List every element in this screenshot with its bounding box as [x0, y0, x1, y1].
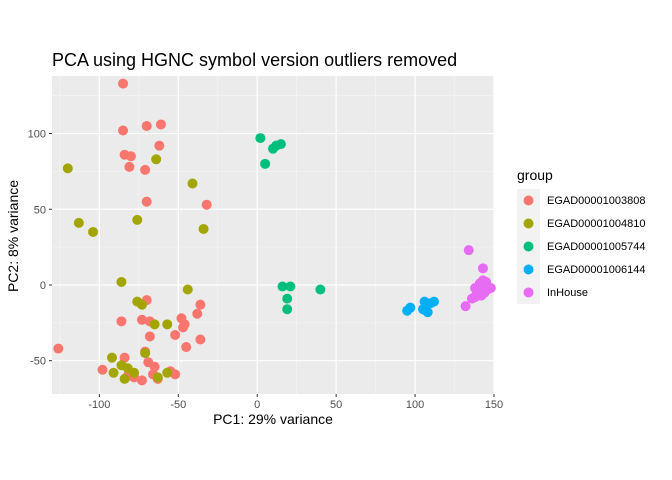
data-point-1 — [136, 375, 147, 386]
data-point-1 — [201, 199, 212, 210]
data-point-3 — [282, 293, 293, 304]
legend-title: group — [517, 167, 553, 183]
data-point-1 — [192, 308, 203, 319]
legend-key — [523, 264, 534, 275]
data-point-2 — [136, 299, 147, 310]
legend-label: EGAD00001003808 — [547, 195, 645, 207]
data-point-1 — [170, 369, 181, 380]
legend-label: EGAD00001006144 — [547, 264, 645, 276]
legend-items: EGAD00001003808 EGAD00001004810 EGAD000010… — [517, 189, 645, 304]
data-point-1 — [195, 334, 206, 345]
data-point-2 — [149, 319, 160, 330]
data-point-5 — [460, 301, 471, 312]
y-axis-title: PC2: 8% variance — [5, 180, 21, 292]
data-point-1 — [119, 352, 130, 363]
data-point-2 — [182, 284, 193, 295]
y-tick-label: -50 — [30, 356, 46, 368]
data-point-1 — [154, 140, 165, 151]
data-point-1 — [144, 331, 155, 342]
data-point-3 — [285, 281, 296, 292]
data-point-2 — [162, 319, 173, 330]
chart-title: PCA using HGNC symbol version outliers r… — [52, 50, 457, 70]
data-point-2 — [187, 178, 198, 189]
y-tick-label: 0 — [40, 280, 46, 292]
data-point-4 — [405, 302, 416, 313]
data-point-2 — [116, 276, 127, 287]
y-axis: -50 0 50 100 — [28, 129, 52, 368]
x-axis: -100 -50 0 50 100 150 — [88, 394, 503, 411]
x-axis-title: PC1: 29% variance — [213, 411, 333, 427]
data-point-5 — [463, 245, 474, 256]
x-tick-label: -50 — [170, 399, 186, 411]
data-point-3 — [282, 304, 293, 315]
data-point-3 — [315, 284, 326, 295]
data-point-2 — [108, 367, 119, 378]
data-point-2 — [198, 223, 209, 234]
x-tick-label: -100 — [88, 399, 110, 411]
x-tick-label: 50 — [330, 399, 342, 411]
data-point-1 — [97, 364, 108, 375]
data-point-2 — [140, 348, 151, 359]
data-point-1 — [124, 161, 135, 172]
data-point-1 — [149, 361, 160, 372]
data-point-1 — [178, 322, 189, 333]
data-point-4 — [429, 296, 440, 307]
data-point-1 — [118, 125, 129, 136]
data-point-1 — [116, 316, 127, 327]
data-point-1 — [125, 151, 136, 162]
major-gridlines — [52, 76, 495, 394]
data-point-1 — [118, 78, 129, 89]
legend: group EGAD00001003808EGAD00001004810EGAD… — [517, 167, 645, 304]
data-point-2 — [106, 352, 117, 363]
y-tick-label: 100 — [28, 129, 46, 141]
data-point-1 — [136, 314, 147, 325]
data-point-2 — [88, 226, 99, 237]
data-point-1 — [140, 164, 151, 175]
data-point-1 — [170, 329, 181, 340]
data-point-2 — [73, 217, 84, 228]
data-point-1 — [141, 196, 152, 207]
x-tick-label: 150 — [485, 399, 503, 411]
data-point-2 — [132, 214, 143, 225]
legend-label: InHouse — [547, 287, 588, 299]
data-point-3 — [275, 139, 286, 150]
x-tick-label: 0 — [254, 399, 260, 411]
plot-panel — [52, 76, 494, 394]
data-point-2 — [62, 163, 73, 174]
data-point-1 — [195, 299, 206, 310]
data-points — [53, 78, 496, 386]
data-point-3 — [255, 133, 266, 144]
data-point-3 — [277, 281, 288, 292]
data-point-1 — [181, 342, 192, 353]
legend-key — [523, 195, 534, 206]
data-point-1 — [53, 343, 64, 354]
data-point-2 — [119, 373, 130, 384]
data-point-2 — [129, 367, 140, 378]
data-point-5 — [477, 263, 488, 274]
data-point-2 — [162, 367, 173, 378]
data-point-2 — [152, 372, 163, 383]
data-point-4 — [422, 307, 433, 318]
data-point-3 — [260, 158, 271, 169]
data-point-1 — [155, 119, 166, 130]
legend-label: EGAD00001005744 — [547, 241, 645, 253]
legend-key — [523, 241, 534, 252]
data-point-5 — [477, 281, 488, 292]
data-point-2 — [151, 154, 162, 165]
x-tick-label: 100 — [406, 399, 424, 411]
legend-key — [523, 287, 534, 298]
legend-key — [523, 218, 534, 229]
legend-label: EGAD00001004810 — [547, 218, 645, 230]
y-tick-label: 50 — [34, 204, 46, 216]
data-point-1 — [141, 120, 152, 131]
